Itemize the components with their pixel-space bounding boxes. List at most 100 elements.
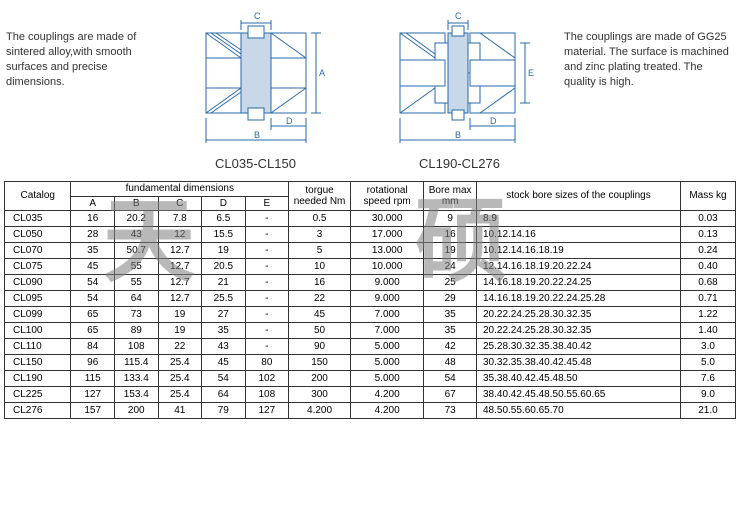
cell-A: 35 [71,243,115,259]
cell-rpm: 9.000 [350,291,423,307]
cell-rpm: 7.000 [350,307,423,323]
cell-cat: CL050 [5,227,71,243]
table-row: CL190115133.425.4541022005.0005435.38.40… [5,371,736,387]
table-row: CL05028431215.5-317.0001610.12.14.160.13 [5,227,736,243]
cell-torque: 300 [289,387,351,403]
cell-A: 157 [71,403,115,419]
cell-stock: 35.38.40.42.45.48.50 [477,371,681,387]
cell-E: - [245,307,289,323]
cell-boremax: 25 [424,275,477,291]
cell-torque: 150 [289,355,351,371]
cell-B: 73 [114,307,158,323]
coupling-diagram-2: C E B D [380,8,540,148]
cell-rpm: 4.200 [350,403,423,419]
cell-stock: 10.12.14.16 [477,227,681,243]
cell-torque: 22 [289,291,351,307]
cell-C: 12 [158,227,202,243]
table-row: CL27615720041791274.2004.2007348.50.55.6… [5,403,736,419]
cell-E: - [245,275,289,291]
table-row: CL15096115.425.445801505.0004830.32.35.3… [5,355,736,371]
svg-text:D: D [490,116,497,126]
cell-C: 12.7 [158,243,202,259]
coupling-diagram-1: C A B D [181,8,331,148]
cell-A: 28 [71,227,115,243]
table-row: CL090545512.721-169.0002514.16.18.19.20.… [5,275,736,291]
svg-text:C: C [254,11,261,21]
cell-torque: 5 [289,243,351,259]
cell-mass: 0.40 [680,259,735,275]
cell-E: 102 [245,371,289,387]
header-D: D [202,196,246,211]
cell-A: 45 [71,259,115,275]
cell-E: - [245,211,289,227]
cell-stock: 10.12.14.16.18.19 [477,243,681,259]
cell-E: - [245,339,289,355]
cell-cat: CL090 [5,275,71,291]
cell-torque: 3 [289,227,351,243]
cell-mass: 1.40 [680,323,735,339]
cell-torque: 50 [289,323,351,339]
cell-B: 64 [114,291,158,307]
svg-text:C: C [455,11,462,21]
cell-cat: CL110 [5,339,71,355]
cell-D: 6.5 [202,211,246,227]
cell-boremax: 35 [424,323,477,339]
cell-cat: CL099 [5,307,71,323]
cell-rpm: 4.200 [350,387,423,403]
cell-stock: 48.50.55.60.65.70 [477,403,681,419]
table-row: CL0703550.712.719-513.0001910.12.14.16.1… [5,243,736,259]
specifications-table: Catalog fundamental dimensions torgue ne… [4,181,736,419]
cell-boremax: 67 [424,387,477,403]
cell-A: 65 [71,307,115,323]
header-mass: Mass kg [680,182,735,211]
cell-rpm: 30.000 [350,211,423,227]
table-row: CL110841082243-905.0004225.28.30.32.35.3… [5,339,736,355]
cell-stock: 20.22.24.25.28.30.32.35 [477,307,681,323]
cell-D: 43 [202,339,246,355]
cell-E: - [245,243,289,259]
header-A: A [71,196,115,211]
table-row: CL09965731927-457.0003520.22.24.25.28.30… [5,307,736,323]
cell-C: 12.7 [158,275,202,291]
header-E: E [245,196,289,211]
cell-stock: 25.28.30.32.35.38.40.42 [477,339,681,355]
svg-text:A: A [319,68,325,78]
cell-B: 153.4 [114,387,158,403]
header-fundamental: fundamental dimensions [71,182,289,197]
cell-D: 25.5 [202,291,246,307]
cell-torque: 16 [289,275,351,291]
cell-C: 19 [158,307,202,323]
cell-boremax: 54 [424,371,477,387]
cell-B: 50.7 [114,243,158,259]
cell-D: 35 [202,323,246,339]
cell-D: 15.5 [202,227,246,243]
header-boremax: Bore max mm [424,182,477,211]
description-right: The couplings are made of GG25 material.… [564,8,734,175]
cell-stock: 14.16.18.19.20.22.24.25 [477,275,681,291]
table-header: Catalog fundamental dimensions torgue ne… [5,182,736,211]
cell-boremax: 19 [424,243,477,259]
cell-torque: 0.5 [289,211,351,227]
diagrams-container: C A B D CL035-CL150 [156,8,564,175]
table-row: CL225127153.425.4641083004.2006738.40.42… [5,387,736,403]
cell-rpm: 5.000 [350,355,423,371]
cell-mass: 5.0 [680,355,735,371]
cell-mass: 9.0 [680,387,735,403]
cell-torque: 4.200 [289,403,351,419]
cell-boremax: 24 [424,259,477,275]
svg-text:E: E [528,68,534,78]
cell-D: 64 [202,387,246,403]
cell-cat: CL276 [5,403,71,419]
cell-mass: 0.13 [680,227,735,243]
cell-D: 27 [202,307,246,323]
table-row: CL0351620.27.86.5-0.530.00098.90.03 [5,211,736,227]
cell-cat: CL075 [5,259,71,275]
top-section: The couplings are made of sintered alloy… [0,0,740,175]
diagram-2-block: C E B D CL190-CL276 [380,8,540,171]
cell-boremax: 73 [424,403,477,419]
cell-B: 108 [114,339,158,355]
cell-A: 54 [71,291,115,307]
cell-boremax: 9 [424,211,477,227]
table-row: CL10065891935-507.0003520.22.24.25.28.30… [5,323,736,339]
cell-cat: CL225 [5,387,71,403]
